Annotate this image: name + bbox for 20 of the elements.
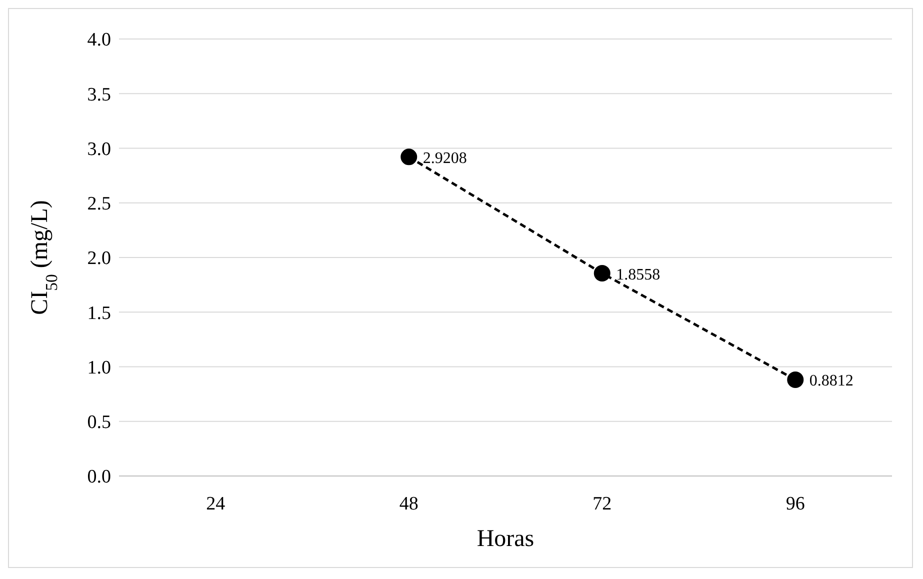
- y-tick-label: 1.0: [87, 357, 111, 378]
- y-tick-label: 1.5: [87, 302, 111, 324]
- point: [594, 265, 610, 282]
- y-tick-label: 0.5: [87, 412, 111, 434]
- x-axis-title: Horas: [476, 526, 534, 552]
- x-tick-label: 48: [399, 493, 418, 514]
- data-label: 1.8558: [616, 266, 660, 284]
- data-label: 0.8812: [809, 372, 854, 390]
- y-tick-label: 4.0: [87, 30, 111, 51]
- y-tick-label: 2.5: [87, 194, 111, 215]
- x-tick-label: 96: [786, 493, 805, 514]
- data-label: 2.9208: [422, 150, 467, 167]
- point: [787, 371, 804, 388]
- y-tick-label: 3.5: [87, 84, 111, 106]
- x-tick-label: 24: [206, 493, 226, 514]
- point: [400, 148, 418, 166]
- y-tick-label: 2.0: [87, 248, 111, 270]
- y-tick-label: 0.0: [87, 466, 111, 488]
- x-tick-label: 72: [592, 493, 612, 514]
- y-tick-label: 3.0: [87, 138, 111, 160]
